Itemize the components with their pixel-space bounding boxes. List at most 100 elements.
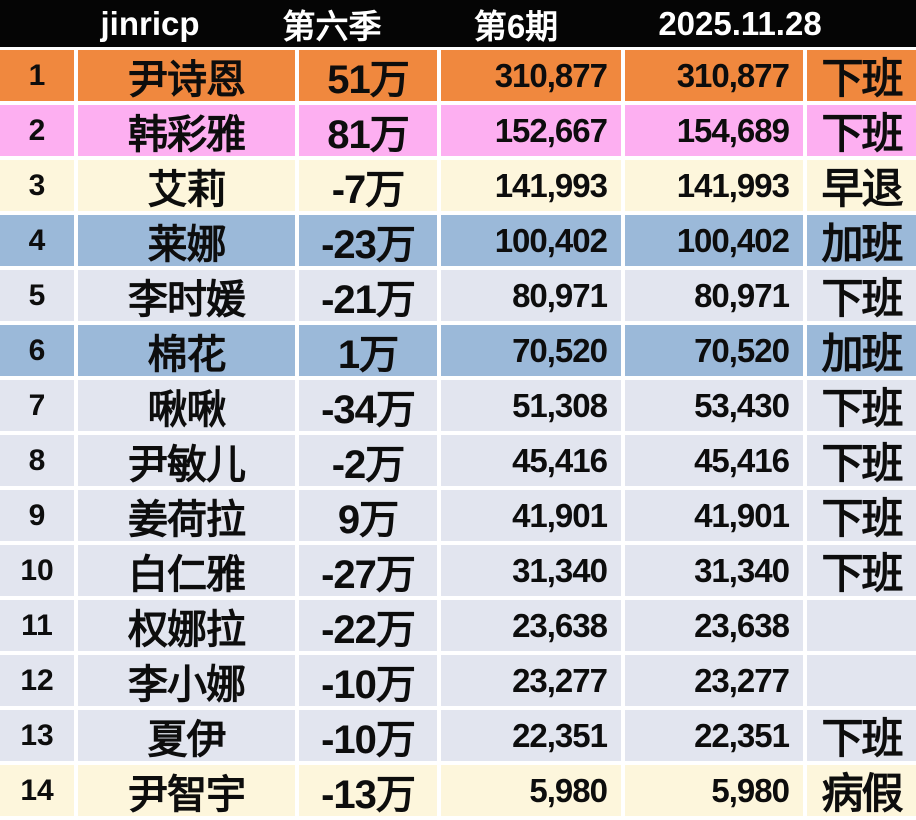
name-cell: 莱娜 [78, 215, 295, 266]
wan-change-cell: -10万 [299, 710, 437, 761]
total-score-cell: 310,877 [625, 50, 803, 101]
rank-cell: 10 [0, 545, 74, 596]
wan-change-cell: -7万 [299, 160, 437, 211]
rank-cell: 7 [0, 380, 74, 431]
wan-change-cell: -27万 [299, 545, 437, 596]
name-cell: 姜荷拉 [78, 490, 295, 541]
status-cell: 病假 [807, 765, 916, 816]
wan-change-cell: -21万 [299, 270, 437, 321]
wan-change-cell: -23万 [299, 215, 437, 266]
name-cell: 白仁雅 [78, 545, 295, 596]
table-row: 13 夏伊 -10万 22,351 22,351 下班 [0, 710, 916, 761]
table-row: 12 李小娜 -10万 23,277 23,277 [0, 655, 916, 706]
episode-score-cell: 70,520 [441, 325, 621, 376]
status-cell: 下班 [807, 270, 916, 321]
status-cell [807, 600, 916, 651]
wan-change-cell: 51万 [299, 50, 437, 101]
total-score-cell: 5,980 [625, 765, 803, 816]
table-row: 7 啾啾 -34万 51,308 53,430 下班 [0, 380, 916, 431]
rank-cell: 6 [0, 325, 74, 376]
rank-cell: 11 [0, 600, 74, 651]
status-cell: 下班 [807, 545, 916, 596]
name-cell: 李小娜 [78, 655, 295, 706]
episode-score-cell: 152,667 [441, 105, 621, 156]
table-row: 4 莱娜 -23万 100,402 100,402 加班 [0, 215, 916, 266]
episode-label: 第6期 [473, 7, 559, 45]
ranking-table: 1 尹诗恩 51万 310,877 310,877 下班 2 韩彩雅 81万 152,667 154… [0, 50, 916, 816]
episode-score-cell: 310,877 [441, 50, 621, 101]
date-label: 2025.11.28 [658, 4, 822, 42]
total-score-cell: 70,520 [625, 325, 803, 376]
status-cell: 下班 [807, 50, 916, 101]
episode-score-cell: 100,402 [441, 215, 621, 266]
table-row: 9 姜荷拉 9万 41,901 41,901 下班 [0, 490, 916, 541]
table-row: 3 艾莉 -7万 141,993 141,993 早退 [0, 160, 916, 211]
table-row: 10 白仁雅 -27万 31,340 31,340 下班 [0, 545, 916, 596]
wan-change-cell: 1万 [299, 325, 437, 376]
name-cell: 尹敏儿 [78, 435, 295, 486]
total-score-cell: 80,971 [625, 270, 803, 321]
name-cell: 棉花 [78, 325, 295, 376]
wan-change-cell: 81万 [299, 105, 437, 156]
status-cell: 早退 [807, 160, 916, 211]
status-cell: 下班 [807, 105, 916, 156]
rank-cell: 8 [0, 435, 74, 486]
episode-score-cell: 41,901 [441, 490, 621, 541]
status-cell [807, 655, 916, 706]
name-cell: 李时媛 [78, 270, 295, 321]
name-cell: 啾啾 [78, 380, 295, 431]
name-cell: 尹智宇 [78, 765, 295, 816]
season-label: 第六季 [282, 7, 382, 45]
episode-score-cell: 23,277 [441, 655, 621, 706]
rank-cell: 5 [0, 270, 74, 321]
rank-cell: 14 [0, 765, 74, 816]
episode-score-cell: 5,980 [441, 765, 621, 816]
total-score-cell: 100,402 [625, 215, 803, 266]
rank-cell: 3 [0, 160, 74, 211]
name-cell: 韩彩雅 [78, 105, 295, 156]
status-cell: 下班 [807, 435, 916, 486]
rank-cell: 9 [0, 490, 74, 541]
episode-score-cell: 45,416 [441, 435, 621, 486]
rank-cell: 4 [0, 215, 74, 266]
status-cell: 下班 [807, 490, 916, 541]
wan-change-cell: -34万 [299, 380, 437, 431]
total-score-cell: 154,689 [625, 105, 803, 156]
total-score-cell: 23,638 [625, 600, 803, 651]
status-cell: 下班 [807, 380, 916, 431]
rank-cell: 1 [0, 50, 74, 101]
total-score-cell: 22,351 [625, 710, 803, 761]
name-cell: 夏伊 [78, 710, 295, 761]
name-cell: 权娜拉 [78, 600, 295, 651]
total-score-cell: 31,340 [625, 545, 803, 596]
episode-score-cell: 23,638 [441, 600, 621, 651]
table-row: 6 棉花 1万 70,520 70,520 加班 [0, 325, 916, 376]
status-cell: 加班 [807, 325, 916, 376]
episode-score-cell: 31,340 [441, 545, 621, 596]
wan-change-cell: -22万 [299, 600, 437, 651]
wan-change-cell: -2万 [299, 435, 437, 486]
table-row: 14 尹智宇 -13万 5,980 5,980 病假 [0, 765, 916, 816]
rank-cell: 13 [0, 710, 74, 761]
episode-score-cell: 22,351 [441, 710, 621, 761]
status-cell: 加班 [807, 215, 916, 266]
app-name-label: jinricp [100, 4, 200, 42]
episode-score-cell: 80,971 [441, 270, 621, 321]
episode-score-cell: 51,308 [441, 380, 621, 431]
episode-score-cell: 141,993 [441, 160, 621, 211]
total-score-cell: 53,430 [625, 380, 803, 431]
total-score-cell: 41,901 [625, 490, 803, 541]
table-row: 2 韩彩雅 81万 152,667 154,689 下班 [0, 105, 916, 156]
title-bar: jinricp 第六季 第6期 2025.11.28 [0, 0, 916, 47]
table-row: 8 尹敏儿 -2万 45,416 45,416 下班 [0, 435, 916, 486]
status-cell: 下班 [807, 710, 916, 761]
wan-change-cell: 9万 [299, 490, 437, 541]
name-cell: 尹诗恩 [78, 50, 295, 101]
total-score-cell: 23,277 [625, 655, 803, 706]
rank-cell: 2 [0, 105, 74, 156]
total-score-cell: 45,416 [625, 435, 803, 486]
name-cell: 艾莉 [78, 160, 295, 211]
total-score-cell: 141,993 [625, 160, 803, 211]
wan-change-cell: -13万 [299, 765, 437, 816]
wan-change-cell: -10万 [299, 655, 437, 706]
